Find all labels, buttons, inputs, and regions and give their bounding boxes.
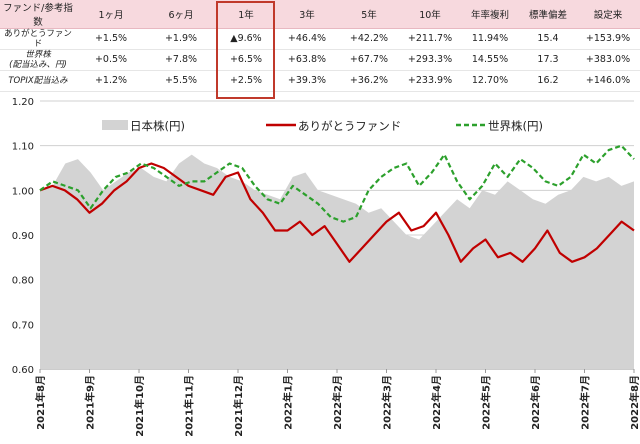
legend-label-arigato: ありがとうファンド (298, 119, 401, 133)
x-tick-label: 2022年5月 (480, 375, 493, 430)
line-arigato (39, 162, 635, 263)
table-row: 世界株 (配当込み、円) +0.5% +7.8% +6.5% +63.8% +6… (0, 49, 640, 71)
x-axis-ticks: 2021年8月 2021年9月 2021年10月 2021年11月 2021年12月 20… (34, 369, 640, 437)
table-cell: 17.3 (520, 49, 576, 71)
x-tick-label: 2022年3月 (381, 375, 394, 430)
table-row: TOPIX配当込み +1.2% +5.5% +2.5% +39.3% +36.2… (0, 70, 640, 92)
table-cell: 15.4 (520, 28, 576, 50)
y-tick-label: 0.70 (12, 320, 34, 331)
area-nikkei (40, 154, 634, 369)
x-tick-label: 2022年8月 (628, 375, 640, 430)
fund-name-cell: TOPIX配当込み (0, 70, 76, 92)
line-series (39, 144, 635, 263)
header-cell: 設定来 (576, 0, 640, 29)
table-cell: +2.5% (216, 70, 276, 92)
line-world (39, 144, 635, 223)
table-cell: +67.7% (338, 49, 400, 71)
header-cell: 6ヶ月 (146, 0, 216, 29)
table-cell: +6.5% (216, 49, 276, 71)
table-cell: +146.0% (576, 70, 640, 92)
y-tick-label: 1.10 (12, 142, 34, 153)
table-cell: +7.8% (146, 49, 216, 71)
x-tick-label: 2021年11月 (183, 375, 196, 437)
table-cell: +42.2% (338, 28, 400, 50)
table-cell: +1.9% (146, 28, 216, 50)
table-header-row: ファンド/参考指数 1ヶ月 6ヶ月 1年 3年 5年 10年 年率複利 標準偏差… (0, 0, 640, 29)
table-cell: 11.94% (460, 28, 520, 50)
table-cell: +383.0% (576, 49, 640, 71)
table-cell: +153.9% (576, 28, 640, 50)
fund-name-cell: 世界株 (配当込み、円) (0, 49, 76, 71)
table-row: ありがとうファンド +1.5% +1.9% ▲9.6% +46.4% +42.2… (0, 28, 640, 50)
table-cell: +46.4% (276, 28, 338, 50)
table-cell: +211.7% (400, 28, 460, 50)
table-cell: 16.2 (520, 70, 576, 92)
header-cell: 1年 (216, 0, 276, 29)
table-cell: +39.3% (276, 70, 338, 92)
fund-name-cell: ありがとうファンド (0, 28, 76, 50)
x-tick-label: 2022年6月 (529, 375, 542, 430)
legend-swatch-nikkei (102, 120, 128, 130)
header-cell: 3年 (276, 0, 338, 29)
table-cell: +1.5% (76, 28, 146, 50)
x-tick-label: 2021年8月 (34, 375, 47, 430)
x-tick-label: 2022年1月 (282, 375, 295, 430)
table-cell: +233.9% (400, 70, 460, 92)
x-tick-label: 2022年4月 (430, 375, 443, 430)
table-cell: +1.2% (76, 70, 146, 92)
legend-label-nikkei: 日本株(円) (130, 119, 185, 133)
x-tick-label: 2021年12月 (232, 375, 245, 437)
table-cell: +0.5% (76, 49, 146, 71)
legend-label-world: 世界株(円) (488, 119, 543, 133)
table-cell: 14.55% (460, 49, 520, 71)
table-cell: +36.2% (338, 70, 400, 92)
y-tick-label: 0.80 (12, 276, 34, 287)
header-cell: 年率複利 (460, 0, 520, 29)
x-tick-label: 2021年10月 (133, 375, 146, 437)
header-cell: ファンド/参考指数 (0, 0, 76, 29)
legend: 日本株(円) ありがとうファンド 世界株(円) (102, 119, 543, 133)
header-cell: 標準偏差 (520, 0, 576, 29)
y-tick-label: 1.20 (12, 97, 34, 108)
y-tick-label: 1.00 (12, 186, 34, 197)
x-tick-label: 2022年2月 (331, 375, 344, 430)
header-cell: 1ヶ月 (76, 0, 146, 29)
y-tick-label: 0.90 (12, 231, 34, 242)
header-cell: 10年 (400, 0, 460, 29)
x-tick-label: 2022年7月 (579, 375, 592, 430)
performance-table: ファンド/参考指数 1ヶ月 6ヶ月 1年 3年 5年 10年 年率複利 標準偏差… (0, 0, 640, 92)
table-cell: +293.3% (400, 49, 460, 71)
table-cell: 12.70% (460, 70, 520, 92)
y-axis-ticks: 0.60 0.70 0.80 0.90 1.00 1.10 1.20 (12, 97, 34, 376)
table-cell: +63.8% (276, 49, 338, 71)
table-cell: ▲9.6% (216, 28, 276, 50)
x-tick-label: 2021年9月 (84, 375, 97, 430)
header-cell: 5年 (338, 0, 400, 29)
table-cell: +5.5% (146, 70, 216, 92)
y-tick-label: 0.60 (12, 365, 34, 376)
area-series (40, 154, 634, 369)
